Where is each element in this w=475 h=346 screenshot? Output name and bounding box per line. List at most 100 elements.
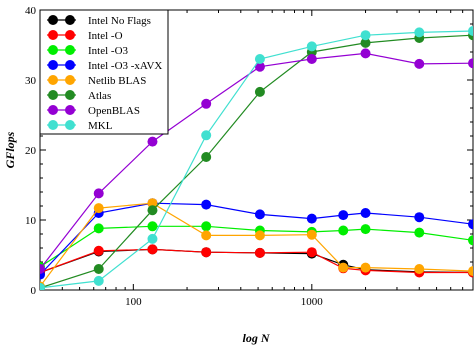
data-point xyxy=(306,54,317,64)
y-tick-label: 10 xyxy=(25,215,37,227)
data-point xyxy=(93,223,104,234)
legend: Intel No Flags Intel -O Intel -O3 Intel -O3… xyxy=(39,9,169,135)
data-point xyxy=(414,264,425,274)
data-point xyxy=(338,262,349,273)
data-point xyxy=(254,86,265,97)
data-point xyxy=(360,48,371,59)
legend-item: OpenBLAS xyxy=(47,105,140,117)
data-point xyxy=(360,37,371,48)
legend-marker xyxy=(65,15,75,25)
series-line xyxy=(40,225,473,268)
legend-label: Netlib BLAS xyxy=(88,75,146,87)
data-point xyxy=(306,247,317,258)
legend-marker xyxy=(65,30,75,40)
data-point xyxy=(93,188,104,199)
data-point xyxy=(468,219,473,230)
y-tick-label: 0 xyxy=(31,285,37,297)
legend-marker xyxy=(48,30,58,40)
y-tick-label: 40 xyxy=(25,5,37,17)
data-point xyxy=(338,225,349,236)
data-point xyxy=(147,198,158,209)
data-point xyxy=(201,98,212,109)
legend-label: Intel No Flags xyxy=(88,15,151,27)
data-point xyxy=(360,30,371,41)
data-point xyxy=(414,58,425,69)
data-point xyxy=(254,230,265,241)
data-point xyxy=(147,205,158,216)
data-point xyxy=(201,130,212,141)
legend-marker xyxy=(48,105,58,115)
series-openblas xyxy=(40,48,473,274)
legend-marker xyxy=(65,60,75,70)
data-point xyxy=(201,152,212,162)
legend-marker xyxy=(48,90,58,100)
data-point xyxy=(338,210,349,221)
data-point xyxy=(254,54,265,64)
data-point xyxy=(468,26,473,36)
data-point xyxy=(306,41,317,52)
data-point xyxy=(254,61,265,72)
data-point xyxy=(468,58,473,69)
data-point xyxy=(93,275,104,286)
series-line xyxy=(40,202,473,287)
legend-item: Intel -O3 xyxy=(47,45,129,57)
legend-label: Atlas xyxy=(88,90,111,102)
data-point xyxy=(254,209,265,220)
data-point xyxy=(147,136,158,147)
legend-label: MKL xyxy=(88,120,113,132)
legend-item: Intel No Flags xyxy=(47,15,151,27)
legend-item: Atlas xyxy=(47,90,111,102)
legend-item: Intel -O xyxy=(47,30,123,42)
legend-marker xyxy=(65,90,75,100)
legend-label: Intel -O xyxy=(88,30,123,42)
legend-label: OpenBLAS xyxy=(88,105,140,117)
legend-marker xyxy=(48,60,58,70)
legend-marker xyxy=(48,120,58,130)
legend-item: Intel -O3 -xAVX xyxy=(47,60,162,72)
series-line xyxy=(40,202,473,276)
data-point xyxy=(93,245,104,256)
data-point xyxy=(93,264,104,274)
x-tick-label: 1000 xyxy=(301,296,324,308)
legend-marker xyxy=(65,75,75,85)
y-tick-label: 20 xyxy=(25,145,37,157)
data-point xyxy=(360,262,371,273)
x-tick-label: 100 xyxy=(125,296,142,308)
legend-box xyxy=(39,9,169,135)
series-netlib-blas xyxy=(40,198,473,290)
legend-items: Intel No Flags Intel -O Intel -O3 Intel -O3… xyxy=(47,15,162,132)
data-point xyxy=(468,235,473,246)
x-axis-title: log N xyxy=(243,331,271,345)
data-point xyxy=(40,282,45,290)
series-mkl xyxy=(40,26,473,290)
data-point xyxy=(306,229,317,240)
data-point xyxy=(147,221,158,232)
data-point xyxy=(201,221,212,232)
data-point xyxy=(414,227,425,238)
data-point xyxy=(93,203,104,214)
series-layer xyxy=(40,26,473,290)
y-tick-label: 30 xyxy=(25,75,37,87)
legend-marker xyxy=(48,75,58,85)
legend-marker xyxy=(65,45,75,55)
data-point xyxy=(201,247,212,258)
data-point xyxy=(147,244,158,255)
tick-labels: 0 10 20 30 40 100 1000 xyxy=(25,5,323,308)
legend-label: Intel -O3 -xAVX xyxy=(88,60,162,72)
y-axis-title: GFlops xyxy=(3,131,17,168)
data-point xyxy=(306,213,317,224)
legend-item: Netlib BLAS xyxy=(47,75,146,87)
data-point xyxy=(201,230,212,241)
data-point xyxy=(360,224,371,235)
data-point xyxy=(147,233,158,244)
legend-marker xyxy=(65,120,75,130)
legend-label: Intel -O3 xyxy=(88,45,129,57)
data-point xyxy=(40,264,45,274)
legend-item: MKL xyxy=(47,120,113,132)
series-line xyxy=(40,248,473,274)
legend-marker xyxy=(65,105,75,115)
data-point xyxy=(201,199,212,210)
data-point xyxy=(360,208,371,218)
legend-marker xyxy=(48,45,58,55)
